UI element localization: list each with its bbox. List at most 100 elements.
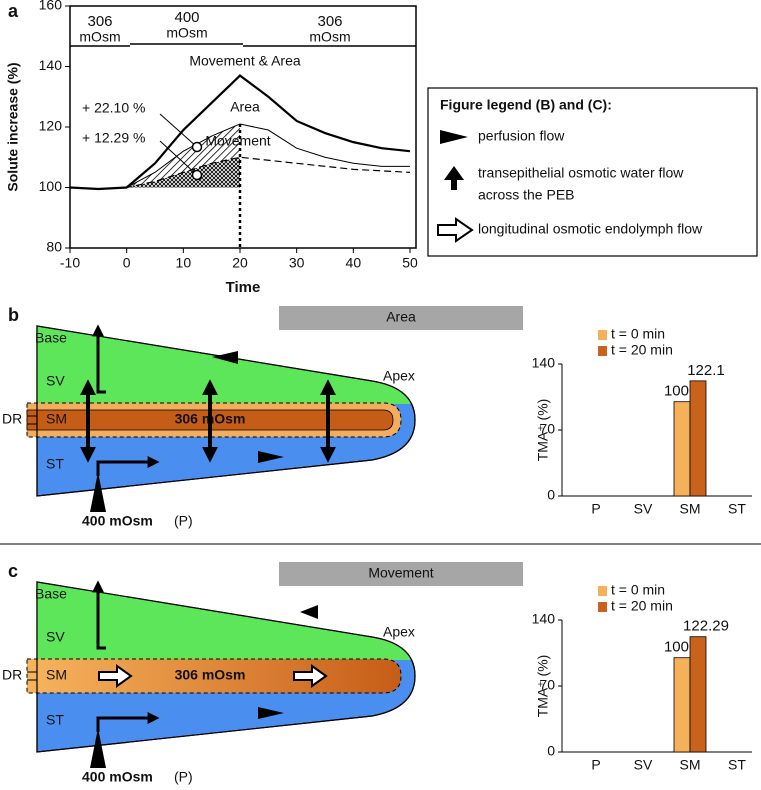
diagram-label: Base	[35, 330, 67, 346]
diagram-label: Apex	[383, 624, 415, 640]
bar	[689, 636, 707, 753]
series-label: Movement	[205, 133, 270, 149]
panel-header-label: Area	[386, 309, 416, 325]
legend-box	[427, 87, 758, 257]
legend-swatch	[598, 586, 607, 596]
perfusion-inlet	[90, 728, 106, 768]
water-flow-icon	[444, 166, 464, 190]
outflow-arrow	[92, 580, 106, 650]
diagram-label: DR	[2, 411, 22, 427]
diagram-label: SV	[46, 373, 65, 389]
x-tick-label: SV	[634, 501, 653, 517]
osm-label: 306	[317, 13, 342, 30]
panel-label: a	[8, 1, 19, 21]
osm-label: mOsm	[79, 29, 120, 45]
diagram-label: 400 mOsm	[82, 769, 153, 785]
flow-marker	[258, 451, 284, 463]
perfusion-icon	[440, 130, 468, 144]
plot-frame	[69, 5, 417, 249]
y-tick-label: 0	[547, 743, 555, 759]
bar	[689, 380, 707, 497]
panel-label: b	[8, 305, 19, 325]
diagram-label: Base	[35, 586, 67, 602]
diagram-label: 306 mOsm	[175, 667, 246, 683]
diagram-label: (P)	[174, 513, 193, 529]
value-label: 122.1	[687, 362, 725, 379]
osm-label: 400	[174, 9, 199, 26]
diagram-label: 400 mOsm	[82, 513, 153, 529]
y-axis-label: TMA⁺ (%)	[535, 399, 551, 462]
point-marker	[191, 169, 203, 181]
point-marker	[191, 141, 203, 153]
series-label: Area	[230, 99, 260, 115]
y-tick-label: 160	[39, 0, 63, 13]
value-label: 100	[664, 383, 689, 400]
panel-label: c	[8, 561, 18, 581]
scala-vestibuli	[37, 582, 412, 660]
legend-text: perfusion flow	[478, 128, 565, 144]
leader	[159, 113, 198, 148]
x-tick-label: ST	[728, 757, 746, 773]
scala-vestibuli	[37, 326, 412, 404]
value-label: 122.29	[683, 618, 729, 635]
panel-header-label: Movement	[368, 565, 433, 581]
outflow-arrow	[92, 324, 106, 394]
legend-text: across the PEB	[478, 187, 575, 203]
outline	[36, 325, 416, 497]
legend-swatch	[598, 330, 607, 340]
x-tick-label: SV	[634, 757, 653, 773]
endolymph-flow-arrow	[293, 664, 328, 688]
x-tick-label: SM	[680, 757, 701, 773]
x-tick-label: SM	[680, 501, 701, 517]
y-tick-label: 140	[532, 355, 556, 371]
y-tick-label: 80	[46, 239, 62, 255]
diagram-label: DR	[2, 667, 22, 683]
y-tick-label: 140	[39, 57, 63, 73]
diagram-label: Apex	[383, 368, 415, 384]
osm-label: mOsm	[166, 25, 207, 41]
x-axis-label: Time	[226, 279, 261, 296]
value-label: 100	[664, 639, 689, 656]
legend-label: t = 20 min	[611, 342, 673, 358]
panel-header	[279, 562, 523, 586]
bar	[673, 401, 691, 497]
y-axis-label: Solute increase (%)	[5, 62, 21, 191]
y-axis-label: TMA⁺ (%)	[535, 655, 551, 718]
diagram-label: ST	[46, 712, 64, 728]
x-tick-label: 30	[289, 255, 305, 271]
increase-label: + 12.29 %	[82, 130, 145, 146]
endolymph-flow-icon	[437, 217, 474, 243]
legend-title: Figure legend (B) and (C):	[440, 97, 612, 113]
bar	[673, 657, 691, 753]
y-tick-label: 120	[39, 118, 63, 134]
legend-label: t = 20 min	[611, 598, 673, 614]
legend-swatch	[598, 346, 607, 356]
leader	[159, 140, 198, 176]
increase-label: + 22.10 %	[82, 100, 145, 116]
diagram-label: (P)	[174, 769, 193, 785]
flow-marker	[300, 605, 318, 619]
y-tick-label: 70	[539, 677, 555, 693]
endolymph-flow-arrow	[98, 664, 133, 688]
x-tick-label: 20	[232, 255, 248, 271]
y-tick-label: 0	[547, 487, 555, 503]
diagram-label: SV	[46, 629, 65, 645]
osm-label: 306	[87, 13, 112, 30]
data-line	[69, 156, 411, 190]
x-tick-label: P	[591, 501, 600, 517]
panel-header	[279, 306, 523, 330]
flow-marker	[258, 707, 284, 719]
x-tick-label: -10	[60, 255, 80, 271]
x-tick-label: 10	[176, 255, 192, 271]
legend-label: t = 0 min	[611, 326, 665, 342]
diagram-label: SM	[46, 667, 67, 683]
legend-label: t = 0 min	[611, 582, 665, 598]
y-tick-label: 100	[39, 178, 63, 194]
perfusion-arrow	[96, 456, 160, 476]
diagram-label: ST	[46, 456, 64, 472]
x-tick-label: P	[591, 757, 600, 773]
osm-label: mOsm	[309, 29, 350, 45]
x-tick-label: ST	[728, 501, 746, 517]
outline	[36, 581, 416, 753]
